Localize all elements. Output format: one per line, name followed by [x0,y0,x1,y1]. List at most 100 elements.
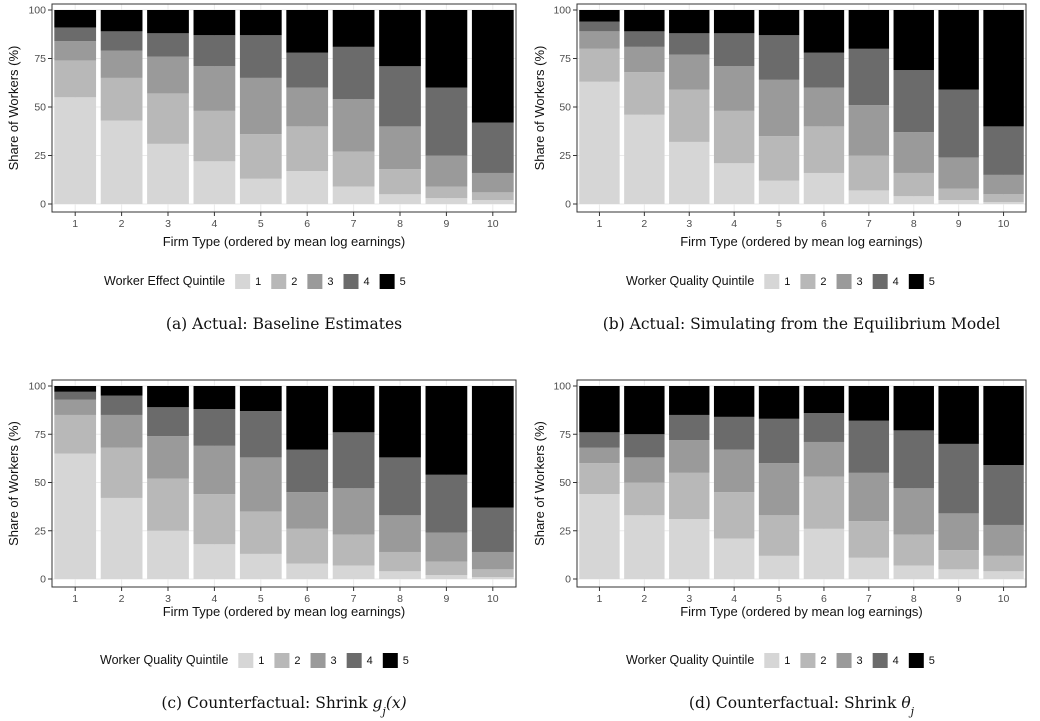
bar-segment-q3-firm8 [379,126,421,170]
x-tick-label: 5 [776,218,782,230]
bar-segment-q5-firm7 [332,10,375,47]
bar-segment-q1-firm2 [100,497,143,579]
bar-segment-q1-firm3 [669,519,710,579]
bar-segment-q5-firm7 [848,386,890,421]
x-axis-title: Firm Type (ordered by mean log earnings) [680,234,923,249]
bar-segment-q2-firm7 [848,155,890,191]
legend-title: Worker Effect Quintile [104,274,225,288]
legend-label-3: 3 [857,276,863,288]
bar-segment-q1-firm1 [579,81,620,204]
bar-segment-q3-firm9 [938,513,979,551]
bar-segment-q1-firm5 [239,553,282,579]
bar-segment-q5-firm4 [713,10,755,34]
legend-swatch-3 [307,274,323,289]
bar-segment-q1-firm3 [147,530,189,579]
bar-segment-q4-firm7 [332,432,375,489]
bar-segment-q3-firm2 [100,414,143,448]
bar-segment-q4-firm9 [425,87,468,156]
bar-segment-q5-firm6 [286,10,329,53]
y-tick-label: 100 [28,381,46,393]
bar-segment-q4-firm2 [100,395,143,415]
legend-label-3: 3 [327,276,333,288]
legend-label-4: 4 [367,655,373,667]
y-tick-label: 25 [559,150,571,162]
bar-segment-q4-firm7 [848,420,890,473]
legend-swatch-5 [908,653,924,668]
legend-label-5: 5 [929,276,935,288]
bar-segment-q3-firm4 [713,66,755,111]
bar-segment-q1-firm6 [286,171,329,204]
x-tick-label: 2 [641,593,647,605]
caption-math: θj [901,694,914,718]
caption: (a) Actual: Baseline Estimates [166,315,402,333]
x-tick-label: 1 [72,218,78,230]
legend-label-1: 1 [258,655,264,667]
bar-segment-q3-firm10 [471,172,514,193]
bar-segment-q2-firm9 [425,561,468,576]
bar-segment-q5-firm1 [579,10,620,22]
bar-segment-q3-firm2 [100,50,143,78]
bar-segment-q3-firm5 [239,457,282,512]
bar-segment-q1-firm6 [803,172,845,204]
bar-segment-q1-firm5 [239,178,282,204]
y-tick-label: 25 [34,150,46,162]
caption: (c) Counterfactual: Shrink gj(x) [161,694,406,718]
bar-segment-q1-firm1 [579,494,620,579]
bar-segment-q1-firm3 [669,141,710,204]
bar-segment-q2-firm1 [54,60,97,98]
bar-segment-q4-firm6 [286,449,329,493]
bar-segment-q5-firm9 [425,386,468,475]
bar-segment-q4-firm10 [471,122,514,173]
x-tick-label: 8 [397,593,403,605]
bar-segment-q3-firm9 [425,532,468,562]
y-axis-title: Share of Workers (%) [532,421,547,546]
bar-segment-q1-firm5 [758,180,800,204]
bar-segment-q1-firm9 [425,198,468,204]
bar-segment-q3-firm5 [758,463,800,516]
bar-segment-q3-firm6 [803,441,845,477]
bar-segment-q5-firm8 [893,386,934,431]
bar-segment-q5-firm1 [54,10,97,28]
bar-segment-q2-firm10 [983,194,1024,203]
bar-segment-q5-firm7 [848,10,890,49]
x-tick-label: 3 [686,593,692,605]
bar-segment-q4-firm10 [471,507,514,552]
legend-label-2: 2 [291,276,297,288]
bar-segment-q2-firm1 [579,463,620,495]
bar-segment-q3-firm10 [983,524,1024,556]
bar-segment-q1-firm10 [471,200,514,204]
bar-segment-q3-firm8 [379,515,421,552]
bar-segment-q4-firm5 [239,35,282,78]
bar-segment-q3-firm7 [332,488,375,535]
legend-swatch-4 [346,653,362,668]
bar-segment-q2-firm10 [471,192,514,201]
x-tick-label: 7 [866,593,872,605]
bar-segment-q1-firm7 [332,186,375,204]
x-tick-label: 7 [351,593,357,605]
y-tick-label: 50 [559,102,571,114]
x-tick-label: 4 [211,218,217,230]
x-tick-label: 6 [821,593,827,605]
bar-segment-q1-firm8 [893,196,934,204]
bar-segment-q5-firm7 [332,386,375,433]
bar-segment-q2-firm3 [147,93,189,144]
bar-segment-q2-firm7 [332,534,375,566]
bar-segment-q2-firm2 [100,447,143,498]
bar-segment-q1-firm2 [624,515,665,579]
legend: Worker Quality Quintile 1 2 3 4 5 [626,274,935,289]
legend-label-5: 5 [929,655,935,667]
legend-swatch-4 [872,274,888,289]
x-tick-label: 6 [304,593,310,605]
bar-segment-q4-firm6 [286,52,329,88]
legend-title: Worker Quality Quintile [626,653,754,667]
bar-segment-q4-firm2 [624,434,665,458]
bar-segment-q3-firm1 [54,41,97,61]
x-tick-label: 9 [956,218,962,230]
y-tick-label: 75 [34,53,46,65]
x-tick-label: 9 [443,218,449,230]
legend-swatch-4 [872,653,888,668]
legend-swatch-1 [764,653,780,668]
y-tick-label: 50 [34,477,46,489]
